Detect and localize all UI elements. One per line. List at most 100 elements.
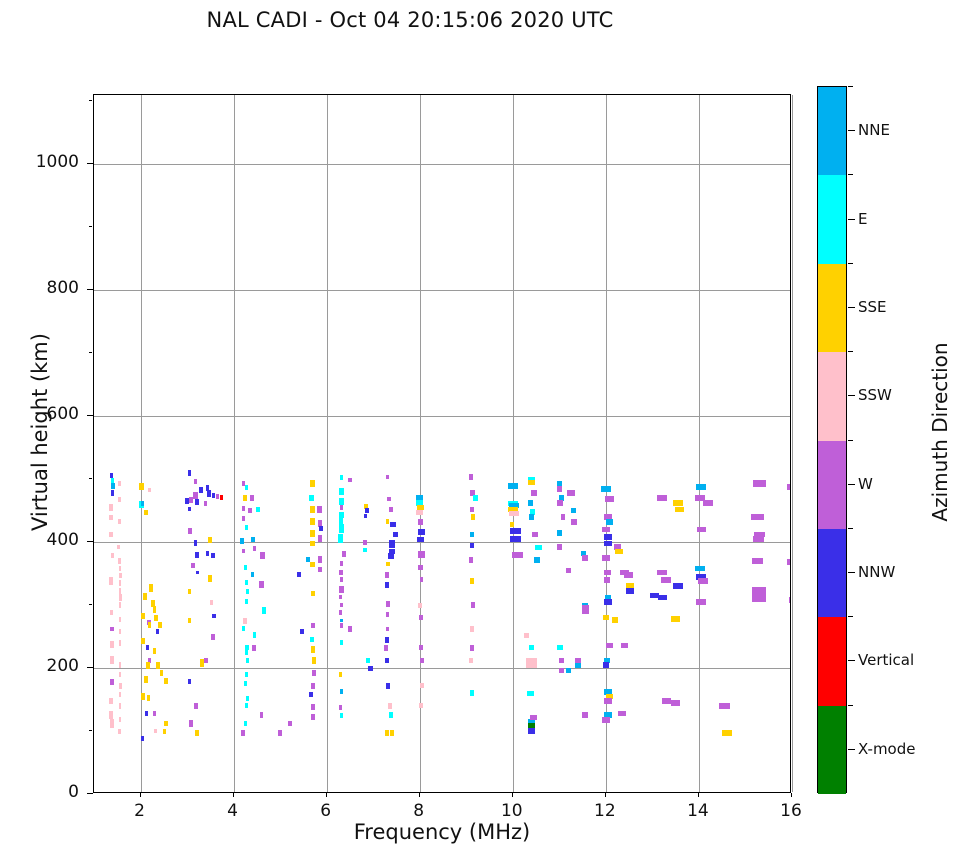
echo-mark — [565, 567, 572, 574]
echo-mark — [143, 593, 148, 601]
echo-mark — [310, 645, 315, 653]
echo-mark — [118, 481, 121, 487]
echo-mark — [509, 521, 515, 527]
y-tick-label: 200 — [46, 656, 79, 677]
echo-mark — [245, 671, 249, 677]
echo-mark — [154, 614, 159, 621]
echo-mark — [216, 494, 220, 500]
echo-mark — [527, 718, 536, 725]
echo-mark — [119, 572, 122, 579]
y-tick-500 — [89, 478, 92, 480]
echo-mark — [338, 518, 343, 526]
echo-mark — [339, 497, 344, 505]
echo-mark — [245, 657, 250, 663]
x-tick-10 — [511, 793, 513, 797]
echo-mark — [118, 580, 122, 586]
echo-mark — [118, 628, 122, 635]
echo-mark — [556, 486, 563, 493]
echo-mark — [528, 480, 535, 486]
gridline-x-6 — [326, 95, 328, 792]
echo-mark — [604, 599, 613, 605]
echo-mark — [211, 492, 216, 499]
echo-mark — [650, 592, 660, 599]
colorbar — [817, 86, 847, 794]
echo-mark — [559, 667, 564, 674]
echo-mark — [139, 482, 144, 491]
colorbar-edge-tick — [848, 527, 853, 529]
echo-mark — [570, 519, 578, 525]
echo-mark — [418, 564, 423, 570]
gridline-y-600 — [94, 416, 790, 418]
echo-mark — [118, 558, 121, 564]
echo-mark — [388, 703, 392, 709]
echo-mark — [117, 496, 121, 502]
echo-mark — [109, 531, 114, 538]
echo-mark — [469, 645, 474, 651]
echo-mark — [530, 714, 538, 720]
echo-mark — [468, 556, 473, 563]
echo-mark — [152, 710, 157, 716]
echo-mark — [339, 561, 344, 567]
echo-mark — [528, 476, 535, 482]
echo-mark — [416, 500, 423, 506]
gridlines — [94, 95, 793, 792]
echo-mark — [146, 662, 150, 669]
echo-mark — [219, 494, 224, 501]
echo-mark — [310, 540, 316, 546]
echo-mark — [187, 589, 192, 595]
echo-mark — [310, 704, 315, 710]
echo-mark — [242, 505, 246, 511]
echo-mark — [187, 470, 192, 476]
echo-mark — [703, 500, 714, 506]
echo-mark — [208, 537, 213, 544]
echo-mark — [140, 637, 145, 645]
y-tick-200 — [87, 667, 93, 669]
echo-mark — [144, 710, 149, 716]
echo-mark — [339, 488, 344, 496]
echo-mark — [152, 606, 157, 613]
echo-mark — [109, 577, 114, 586]
gridline-x-2 — [140, 95, 142, 792]
echo-mark — [386, 682, 390, 689]
echo-mark — [252, 632, 257, 639]
echo-mark — [118, 565, 122, 572]
colorbar-title: Azimuth Direction — [928, 342, 952, 522]
echo-mark — [187, 507, 192, 512]
echo-mark — [368, 665, 373, 671]
colorbar-tick — [848, 748, 855, 750]
y-tick-600 — [87, 415, 93, 417]
echo-mark — [310, 518, 316, 526]
echo-mark — [241, 730, 245, 736]
echo-mark — [751, 558, 763, 564]
echo-mark — [252, 545, 257, 552]
echo-mark — [471, 602, 476, 608]
echo-mark — [203, 657, 208, 664]
echo-mark — [417, 602, 422, 608]
echo-mark — [696, 526, 706, 533]
colorbar-tick — [848, 572, 855, 574]
echo-mark — [109, 719, 114, 728]
echo-mark — [111, 483, 115, 489]
echo-mark — [310, 530, 316, 538]
echo-mark — [118, 703, 122, 709]
echo-mark — [581, 605, 590, 614]
echo-mark — [118, 616, 122, 623]
y-tick-400 — [87, 541, 93, 543]
echo-mark — [205, 485, 210, 491]
y-axis-title: Virtual height (km) — [28, 333, 52, 531]
echo-mark — [154, 728, 157, 734]
echo-mark — [241, 625, 245, 631]
echo-mark — [188, 720, 193, 727]
echo-mark — [385, 730, 390, 736]
echo-mark — [469, 543, 474, 549]
echo-mark — [614, 544, 621, 550]
x-tick-2 — [139, 793, 141, 797]
echo-mark — [119, 594, 122, 601]
echo-mark — [389, 506, 393, 513]
echo-mark — [245, 703, 249, 709]
colorbar-label-vertical: Vertical — [858, 651, 915, 670]
echo-mark — [110, 552, 115, 558]
echo-mark — [212, 613, 216, 618]
echo-mark — [278, 730, 283, 736]
